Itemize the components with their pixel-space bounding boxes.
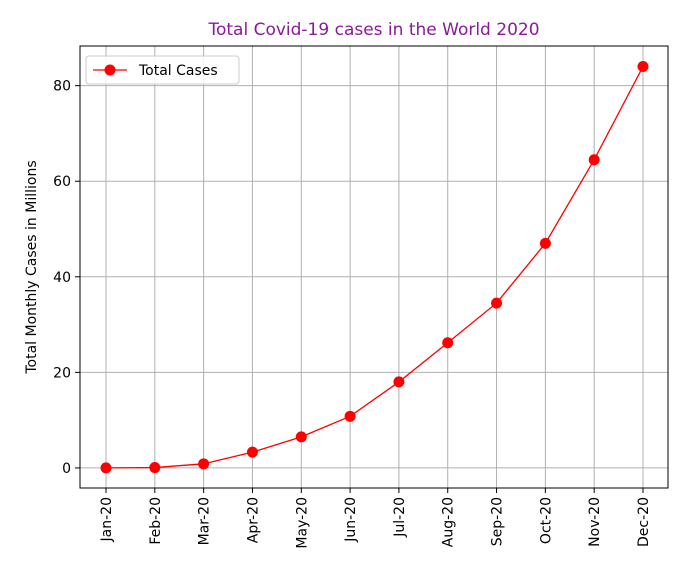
- x-tick-label: Apr-20: [245, 497, 261, 543]
- x-tick-label: Oct-20: [538, 497, 554, 544]
- data-point: [344, 410, 356, 422]
- data-point: [149, 462, 161, 474]
- data-point: [539, 237, 551, 249]
- data-point: [393, 376, 405, 388]
- y-tick-label: 60: [53, 174, 71, 190]
- data-point: [246, 446, 258, 458]
- x-tick-label: Aug-20: [441, 497, 457, 547]
- y-tick-label: 0: [62, 461, 71, 477]
- y-axis-label: Total Monthly Cases in Millions: [24, 160, 40, 374]
- data-point: [100, 462, 112, 474]
- data-point: [491, 297, 503, 309]
- y-tick-label: 80: [53, 79, 71, 95]
- grid: [80, 46, 668, 488]
- plot-area: [79, 45, 669, 489]
- x-tick-label: Jan-20: [99, 497, 115, 542]
- series-line: [105, 66, 644, 469]
- x-tick-label: Jul-20: [392, 497, 408, 538]
- data-point: [442, 337, 454, 349]
- x-tick-label: Jun-20: [343, 497, 359, 543]
- data-point: [295, 431, 307, 443]
- series-layer: [100, 61, 649, 474]
- legend-label: Total Cases: [138, 63, 218, 79]
- y-tick-label: 20: [53, 365, 71, 381]
- x-tick-label: Sep-20: [490, 497, 506, 546]
- x-tick-label: Nov-20: [587, 497, 603, 547]
- y-tick-label: 40: [53, 270, 71, 286]
- chart-title: Total Covid-19 cases in the World 2020: [207, 20, 539, 40]
- x-tick-label: May-20: [294, 497, 310, 549]
- x-tick-label: Dec-20: [636, 497, 652, 547]
- legend-box: [85, 55, 240, 85]
- x-tick-label: Mar-20: [197, 497, 213, 545]
- legend-marker: [104, 64, 116, 76]
- data-point: [588, 154, 600, 166]
- x-axis: Jan-20 Feb-20 Mar-20 Apr-20 May-20 Jun-20 Jul-…: [99, 488, 652, 549]
- data-point: [637, 61, 649, 73]
- data-point: [198, 458, 210, 470]
- y-axis: 0 20 40 60 80: [53, 79, 80, 477]
- legend: Total Cases: [85, 55, 240, 85]
- x-tick-label: Feb-20: [148, 497, 164, 545]
